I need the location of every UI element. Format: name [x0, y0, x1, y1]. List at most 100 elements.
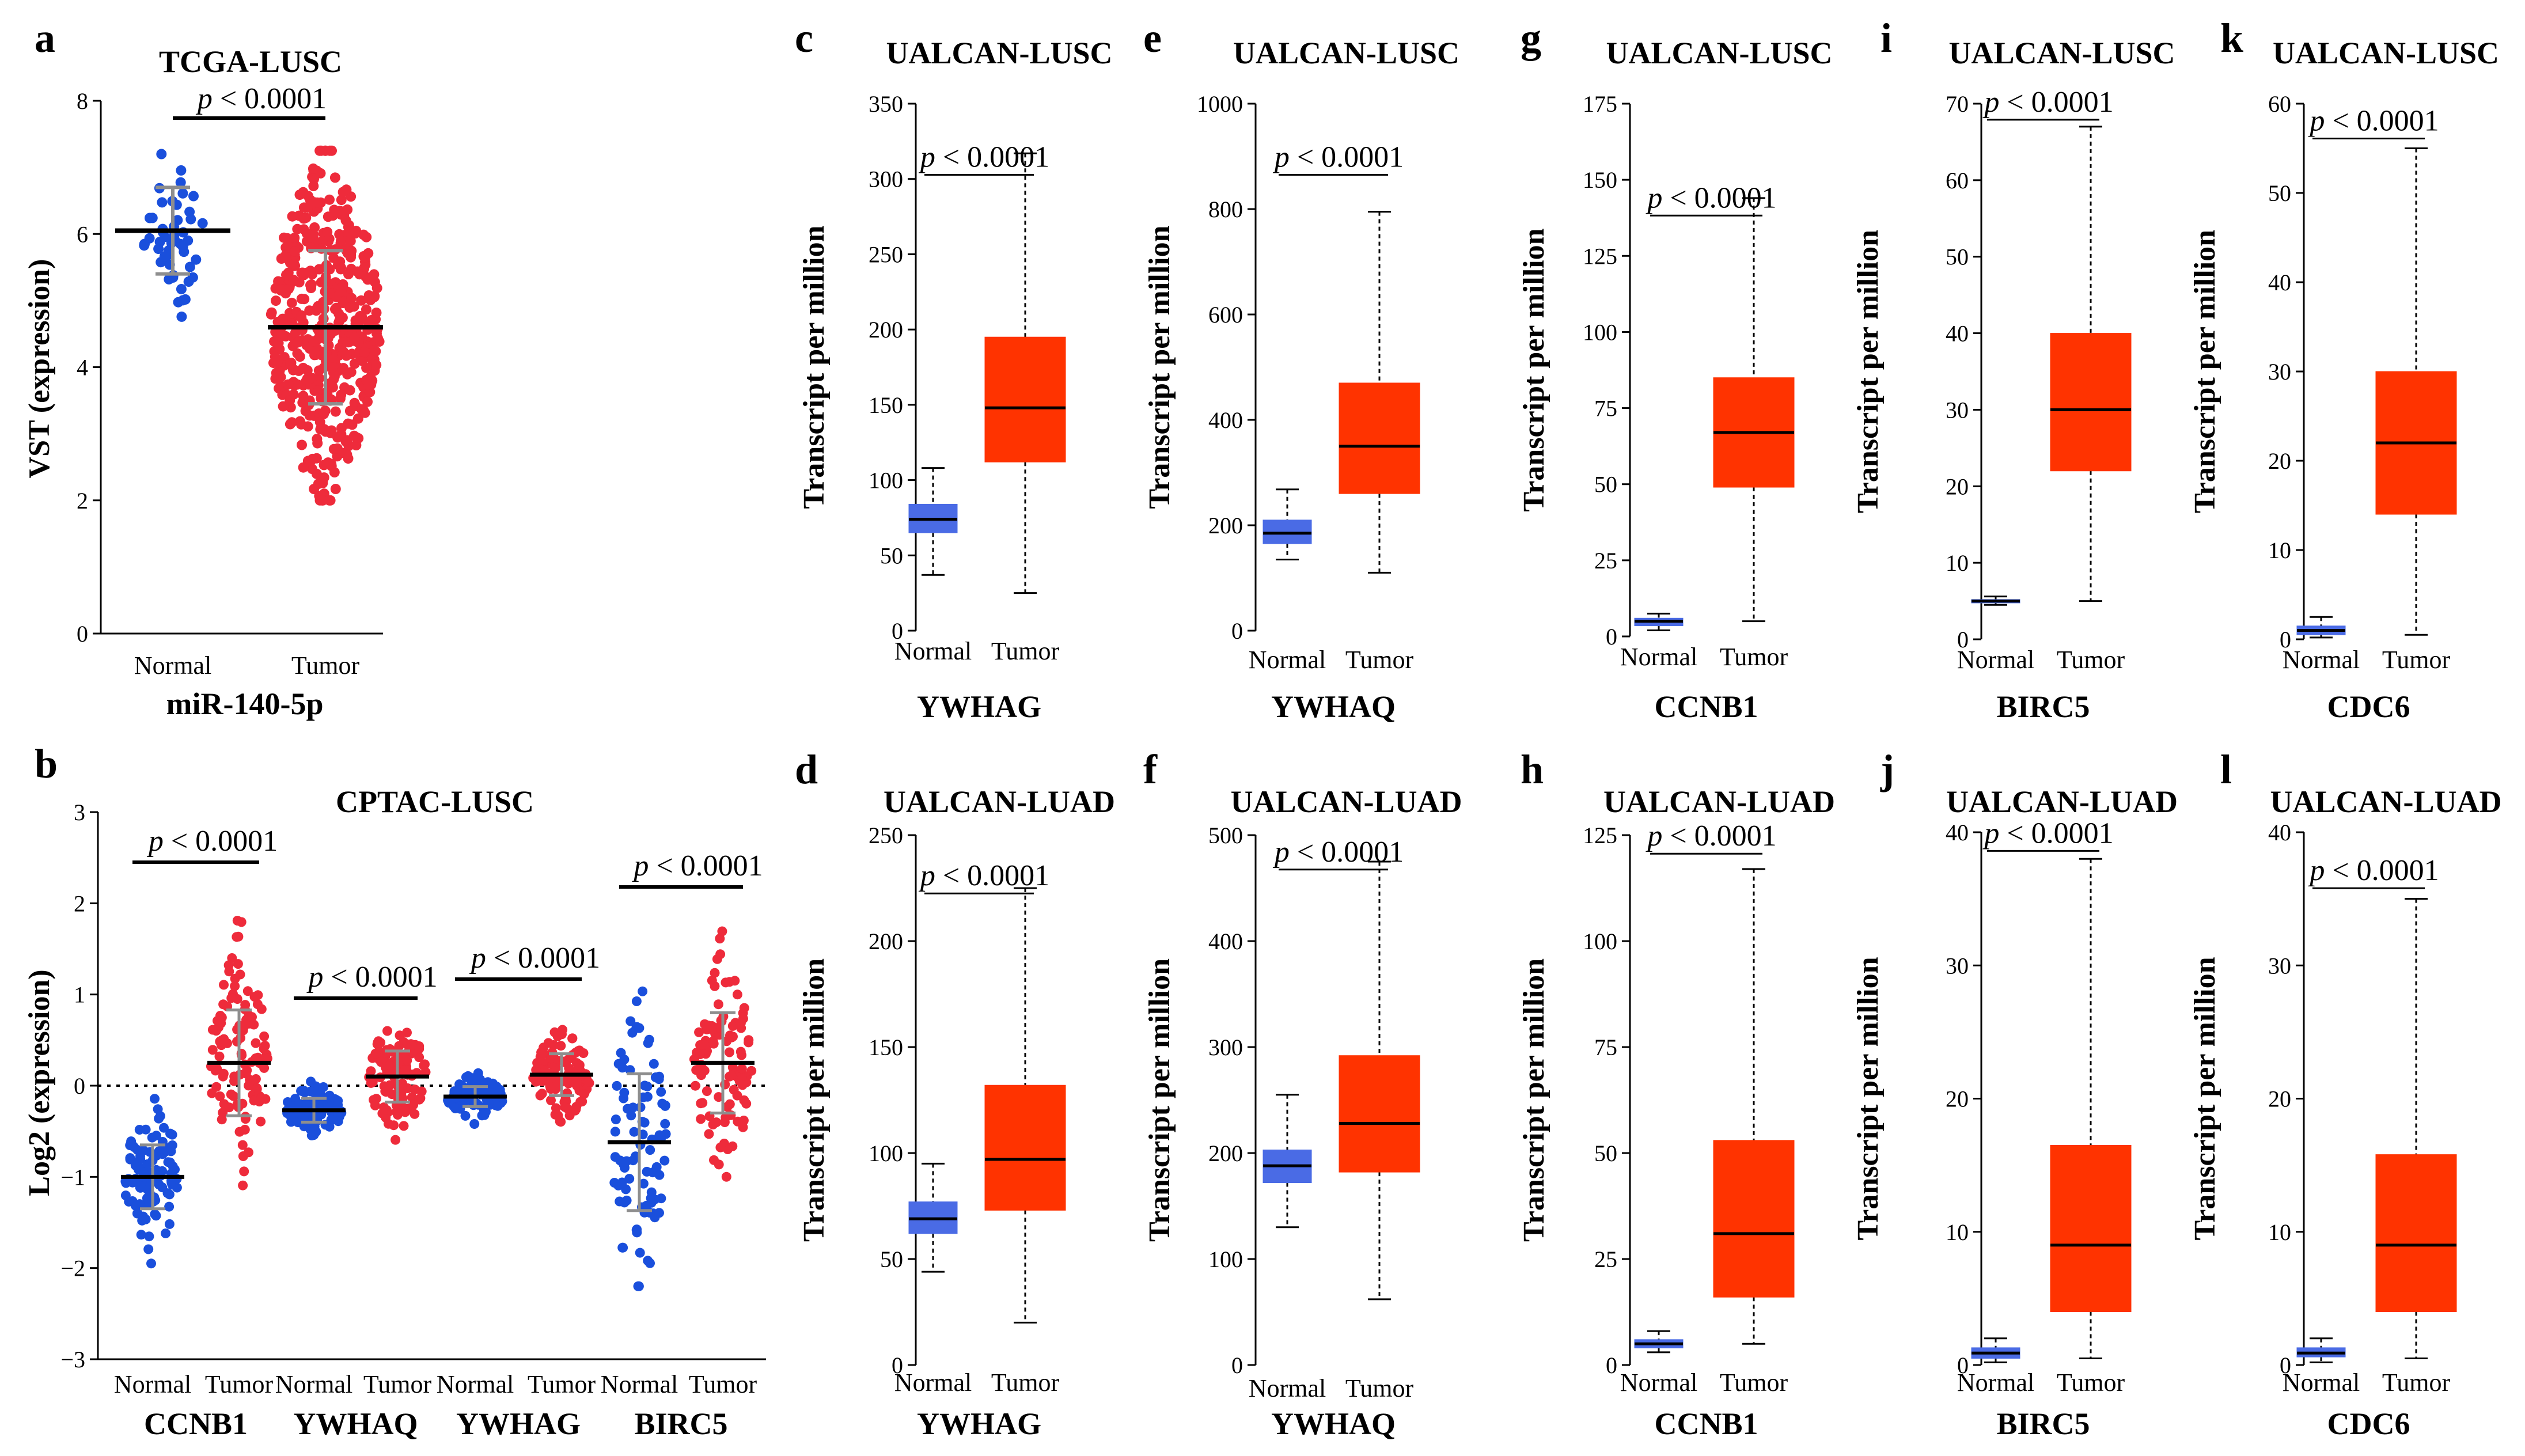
panel-l-gene-label: CDC6	[2327, 1406, 2410, 1441]
panel-a-point	[139, 240, 150, 251]
panel-a-point	[159, 251, 170, 262]
panel-b-point	[251, 1053, 261, 1064]
panel-a-point	[369, 291, 380, 302]
panel-b-point	[726, 1070, 737, 1080]
panel-b-point	[239, 1166, 249, 1177]
panel-h-y-tick-label: 100	[1583, 928, 1617, 954]
panel-a-point	[154, 237, 165, 247]
panel-c-y-tick-label: 300	[869, 166, 903, 192]
panel-h-y-tick-label: 50	[1594, 1140, 1617, 1166]
panel-g-sig-label: p < 0.0001	[1645, 181, 1776, 214]
panel-b-point	[420, 1059, 430, 1070]
panel-a-point	[349, 358, 360, 369]
panel-a-y-tick-label: 6	[77, 221, 88, 247]
panel-c-title: UALCAN-LUSC	[886, 36, 1112, 70]
panel-i-gene-label: BIRC5	[1996, 689, 2090, 724]
panel-b-point	[729, 1085, 739, 1095]
panel-b-y-tick-label: 0	[74, 1073, 85, 1099]
panel-b-point	[722, 1102, 733, 1112]
panel-a-point	[147, 213, 158, 223]
panel-b-gene-label: YWHAQ	[294, 1406, 418, 1441]
panel-b-point	[660, 1100, 670, 1110]
panel-a-point	[327, 382, 338, 393]
panel-h-category-label: Tumor	[1720, 1368, 1788, 1397]
panel-f-y-tick-label: 200	[1208, 1140, 1243, 1166]
panel-b-category-label: Tumor	[528, 1370, 596, 1398]
panel-b-point	[316, 1089, 326, 1099]
panel-b-point	[621, 1195, 632, 1205]
panel-b-point	[254, 1097, 264, 1107]
panel-a-point	[312, 197, 323, 208]
panel-a-point	[306, 279, 317, 290]
panel-b-point	[159, 1123, 169, 1133]
panel-d-y-tick-label: 50	[880, 1246, 903, 1272]
panel-b-point	[306, 1076, 316, 1087]
panel-a-point	[346, 245, 357, 256]
panel-g-title: UALCAN-LUSC	[1606, 36, 1832, 70]
panel-b-point	[691, 1065, 702, 1075]
panel-b-gene-label: YWHAG	[456, 1406, 581, 1441]
panel-a-point	[366, 315, 377, 325]
panel-a-point	[157, 197, 168, 208]
panel-i-y-tick-label: 40	[1946, 321, 1969, 347]
panel-b-point	[237, 1140, 248, 1150]
panel-a-category-label: Tumor	[291, 651, 360, 680]
panel-l-title: UALCAN-LUAD	[2270, 784, 2502, 819]
panel-b-point	[714, 1159, 724, 1170]
panel-i-category-label: Normal	[1957, 646, 2034, 674]
panel-b-point	[651, 1162, 662, 1172]
panel-i-box-tumor	[2050, 333, 2132, 472]
panel-b-point	[414, 1044, 424, 1054]
panel-b-point	[161, 1228, 171, 1238]
panel-a-point	[177, 188, 188, 199]
panel-b-point	[737, 1073, 747, 1083]
panel-a-point	[289, 259, 299, 270]
panel-a-point	[271, 367, 282, 378]
panel-a-point	[316, 145, 327, 156]
panel-label-c: c	[795, 15, 813, 61]
panel-b-point	[382, 1026, 392, 1036]
panel-a-point	[371, 359, 382, 370]
panel-a-point	[269, 336, 280, 347]
panel-b-point	[460, 1110, 471, 1121]
panel-g-category-label: Normal	[1620, 643, 1697, 671]
panel-b-point	[146, 1258, 156, 1269]
panel-i-title: UALCAN-LUSC	[1948, 36, 2175, 70]
panel-g-y-tick-label: 175	[1583, 91, 1617, 117]
panel-label-e: e	[1143, 15, 1162, 61]
panel-j-y-tick-label: 0	[1957, 1352, 1969, 1378]
panel-b-point	[642, 1200, 652, 1211]
panel-l-y-tick-label: 20	[2268, 1086, 2291, 1112]
panel-label-g: g	[1521, 15, 1541, 61]
panel-b-point	[142, 1159, 153, 1169]
panel-k-y-tick-label: 40	[2268, 270, 2291, 295]
panel-b-point	[219, 1034, 229, 1044]
panel-b-point	[721, 1112, 731, 1123]
panel-b-point	[239, 1022, 249, 1032]
panel-b-point	[694, 1027, 704, 1037]
panel-a-point	[342, 449, 352, 460]
panel-b-point	[213, 1015, 222, 1026]
panel-a-point	[351, 440, 362, 450]
panel-b-point	[543, 1038, 553, 1048]
panel-c-y-tick-label: 50	[880, 543, 903, 568]
panel-b-point	[135, 1151, 145, 1162]
panel-f-y-tick-label: 400	[1208, 928, 1243, 954]
panel-b-point	[727, 1062, 738, 1072]
panel-j-y-tick-label: 30	[1946, 953, 1969, 979]
panel-b-point	[615, 1196, 625, 1207]
panel-a-point	[311, 468, 322, 479]
panel-a-point	[292, 337, 303, 348]
panel-b-point	[240, 1124, 250, 1135]
panel-b-point	[741, 1098, 752, 1109]
panel-a-point	[359, 407, 370, 418]
panel-a-point	[343, 226, 354, 237]
panel-b-title: CPTAC-LUSC	[336, 784, 534, 819]
panel-b-point	[575, 1097, 586, 1107]
panel-b-point	[618, 1159, 628, 1169]
panel-i-sig-label: p < 0.0001	[1982, 86, 2113, 119]
panel-a-point	[336, 286, 347, 297]
panel-b-point	[373, 1036, 384, 1046]
panel-b-point	[612, 1080, 622, 1091]
panel-b-point	[249, 992, 260, 1002]
